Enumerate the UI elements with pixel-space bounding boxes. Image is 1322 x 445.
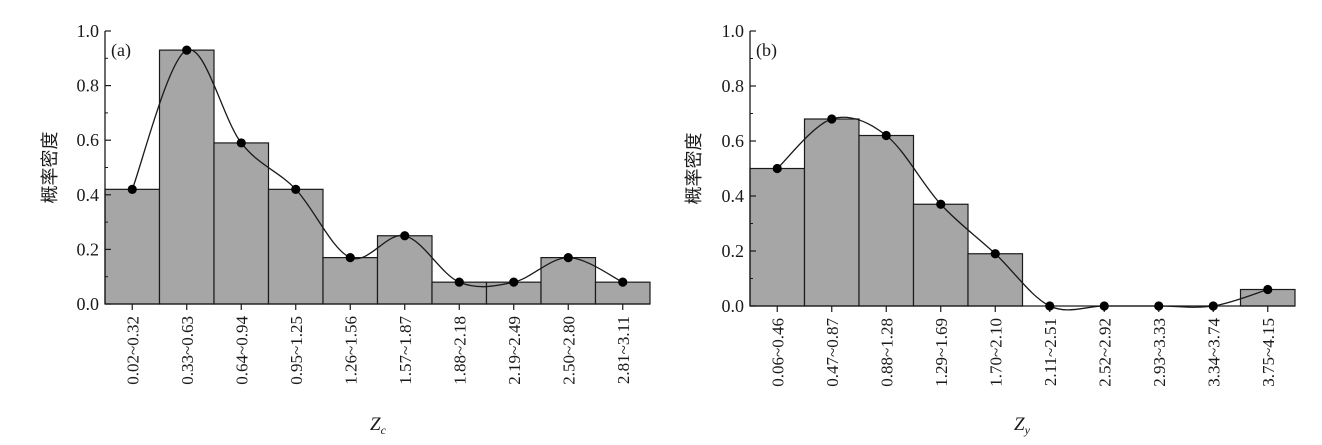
x-category-label: 2.50~2.80: [559, 316, 578, 385]
y-axis-title: 概率密度: [684, 133, 704, 205]
x-category-label: 2.19~2.49: [505, 316, 524, 385]
data-point: [563, 252, 573, 263]
histogram-bar: [104, 188, 161, 305]
x-axis-title-main: Z: [370, 414, 381, 435]
histogram-bar: [540, 256, 597, 305]
y-tick-label: 0.2: [77, 239, 100, 259]
x-category-label: 1.57~1.87: [396, 316, 415, 385]
data-point: [454, 277, 464, 287]
data-point: [291, 184, 301, 194]
y-tick-label: 0.6: [77, 130, 100, 150]
histogram-bar: [376, 235, 433, 305]
x-category-label: 2.52~2.92: [1095, 318, 1114, 387]
y-tick-label: 1.0: [77, 21, 100, 41]
panel-label: (a): [111, 40, 131, 61]
data-point: [1263, 284, 1273, 295]
data-point: [236, 138, 246, 148]
data-point: [772, 163, 782, 174]
x-axis-title-subscript: c: [381, 423, 387, 437]
histogram-bar: [213, 142, 270, 305]
y-tick-label: 0.2: [722, 241, 745, 261]
x-category-label: 2.93~3.33: [1150, 318, 1169, 387]
density-curve: [776, 116, 1268, 311]
x-category-label: 0.88~1.28: [877, 318, 896, 387]
x-category-label: 0.06~0.46: [768, 318, 787, 387]
y-tick-label: 0.4: [77, 185, 100, 205]
y-tick-label: 1.0: [722, 21, 745, 41]
data-point: [936, 199, 946, 209]
data-point: [1099, 301, 1109, 311]
data-point: [1045, 301, 1055, 311]
x-category-label: 1.88~2.18: [450, 316, 469, 385]
y-tick-label: 0.0: [722, 296, 745, 316]
chart-panel-a: 0.0 0.2 0.4 0.6 0.8 1.0 0.02~0.32 0.33~0.63 0.64…: [40, 21, 651, 437]
data-point: [182, 45, 192, 55]
x-category-label: 1.26~1.56: [341, 316, 360, 385]
x-axis-title: Zy: [1014, 414, 1031, 437]
x-category-label: 0.95~1.25: [287, 316, 306, 385]
y-tick-label: 0.4: [722, 186, 745, 206]
histogram-bar: [912, 203, 969, 307]
data-point: [990, 249, 1000, 259]
x-axis-title: Zc: [370, 414, 387, 437]
data-point: [827, 114, 837, 124]
data-point: [345, 252, 355, 263]
x-category-label: 1.70~2.10: [986, 318, 1005, 387]
histogram-bar: [967, 253, 1024, 307]
histogram-bar: [749, 167, 806, 307]
x-category-label: 2.81~3.11: [614, 316, 633, 384]
histogram-bar: [267, 188, 324, 305]
panel-label: (b): [756, 40, 777, 61]
y-tick-label: 0.0: [77, 294, 100, 314]
y-axis-title: 概率密度: [40, 132, 60, 204]
x-category-label: 3.34~3.74: [1204, 318, 1223, 387]
data-point: [127, 184, 137, 194]
x-category-label: 0.33~0.63: [178, 316, 197, 385]
x-category-label: 1.29~1.69: [932, 318, 951, 387]
histogram-bar: [803, 118, 860, 307]
chart-panel-b: 0.0 0.2 0.4 0.6 0.8 1.0 0.06~0.46 0.47~0.87 0.88…: [684, 21, 1296, 437]
histogram-bar: [158, 49, 215, 305]
x-category-label: 0.47~0.87: [823, 318, 842, 387]
x-axis-title-subscript: y: [1024, 423, 1031, 437]
histogram-bar: [858, 134, 915, 307]
y-tick-label: 0.6: [722, 131, 745, 151]
histogram-bar: [322, 256, 379, 305]
x-category-label: 3.75~4.15: [1259, 318, 1278, 387]
data-point: [509, 277, 519, 287]
y-tick-label: 0.8: [77, 76, 100, 96]
data-point: [1208, 301, 1218, 311]
data-point: [881, 130, 891, 141]
data-point: [618, 277, 628, 287]
data-point: [1154, 301, 1164, 311]
x-category-label: 2.11~2.51: [1041, 318, 1060, 386]
y-tick-label: 0.8: [722, 76, 745, 96]
x-axis-title-main: Z: [1014, 414, 1025, 435]
data-point: [400, 231, 410, 241]
x-category-label: 0.64~0.94: [232, 316, 251, 385]
x-category-label: 0.02~0.32: [123, 316, 142, 385]
